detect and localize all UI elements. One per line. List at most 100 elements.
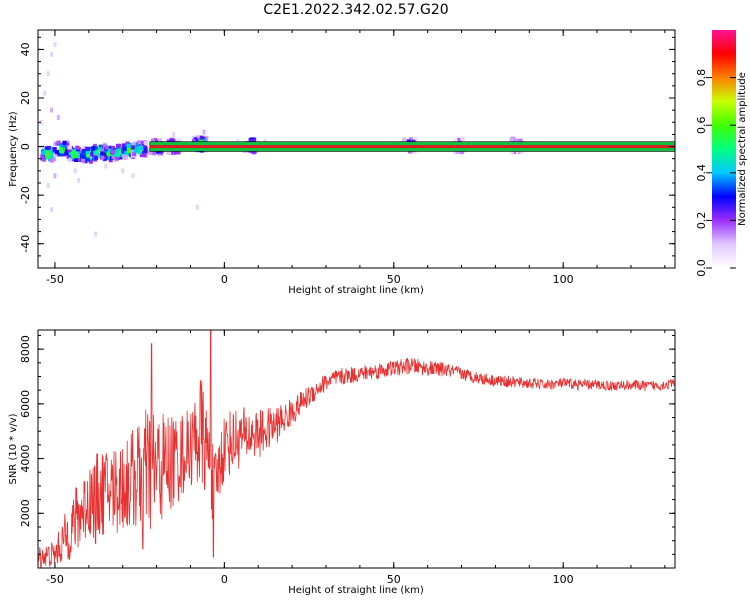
spectrogram-blob-cell [40, 154, 45, 159]
spectrogram-blob-cell [94, 146, 99, 151]
spectrogram-blob-cell [94, 155, 99, 160]
spectrogram-blob-cell [157, 138, 162, 143]
colorbar: 0.0 0.2 0.4 0.6 0.8 Normalized spectral ampl… [695, 30, 748, 277]
spectrogram-blob-cell [123, 149, 128, 154]
spectrogram-blob-cell [46, 154, 51, 159]
spectrogram-blob-cell [167, 150, 172, 155]
spectrogram-blob-cell [65, 140, 70, 145]
spectrogram-scatter-point [104, 163, 108, 169]
spectrogram-y-axis-label: Frequency (Hz) [8, 111, 19, 187]
spectrogram-blob-cell [117, 146, 122, 151]
snr-x-tick-label: 0 [221, 573, 228, 586]
spectrogram-blob-cell [176, 150, 181, 155]
spectrogram-blob-cell [75, 145, 80, 150]
spectrogram-blob-cell [86, 149, 91, 154]
spectrogram-blob-cell [116, 144, 121, 149]
snr-x-tick-label: 100 [553, 573, 574, 586]
spectrogram-blob-cell [52, 146, 57, 151]
spectrogram-blob-cell [62, 151, 67, 156]
snr-y-tick-label: 8000 [19, 335, 32, 363]
spectrogram-blob-cell [111, 155, 116, 160]
spectrogram-blob-cell [101, 147, 106, 152]
spectrogram-blob-cell [130, 145, 135, 150]
colorbar-tick-label: 0.4 [695, 164, 708, 182]
spectrogram-blob-cell [52, 149, 57, 154]
spectrogram-blob-cell [111, 145, 116, 150]
spectrogram-axes: -50 0 50 100 -40 -20 0 20 40 [19, 30, 675, 286]
spectrogram-blob-cell [199, 135, 204, 140]
spectrogram-blob-cell [49, 158, 54, 163]
spectrogram-blob-cell [460, 150, 465, 155]
spectrogram-scatter-point [46, 182, 50, 188]
spectrogram-blob-cell [114, 156, 119, 161]
spectrogram-blob-cell [66, 154, 71, 159]
spectrogram-blob-cell [105, 155, 110, 160]
spectrogram-blob-cell [456, 137, 461, 142]
spectrogram-y-tick-label: -40 [19, 235, 32, 253]
spectrogram-blob-cell [59, 151, 64, 156]
spectrogram-blob-cell [81, 158, 86, 163]
spectrogram-blob-cell [143, 149, 148, 154]
spectrogram-blob-cell [67, 145, 72, 150]
spectrogram-scatter-point [46, 71, 50, 77]
spectrogram-x-tick-label: 50 [387, 273, 401, 286]
spectrogram-blob-cell [117, 153, 122, 158]
spectrogram-blob-cell [77, 150, 82, 155]
colorbar-tick-label: 0.8 [695, 69, 708, 87]
spectrogram-x-tick-label: 100 [553, 273, 574, 286]
spectrogram-blob-cell [39, 145, 44, 150]
spectrogram-scatter-point [77, 178, 81, 184]
spectrogram-blob-cell [126, 143, 131, 148]
spectrogram-line-core [149, 145, 675, 149]
spectrogram-blob-cell [126, 149, 131, 154]
spectrogram-blob-cell [81, 151, 86, 156]
spectrogram-blob-cell [78, 147, 83, 152]
spectrogram-blob-cell [140, 153, 145, 158]
spectrogram-blob-cell [90, 152, 95, 157]
spectrogram-blob-cell [110, 149, 115, 154]
spectrogram-blob-cell [131, 142, 136, 147]
spectrogram-scatter-point [43, 90, 47, 96]
spectrogram-blob-cell [52, 157, 57, 162]
spectrogram-x-tick-label: 0 [221, 273, 228, 286]
spectrogram-scatter-point [53, 42, 57, 48]
spectrogram-blob-cell [122, 146, 127, 151]
spectrogram-blob-cell [132, 152, 137, 157]
snr-panel: -50 0 50 100 2000 4000 6000 8000 Height of stra… [8, 329, 676, 596]
colorbar-gradient [712, 30, 736, 268]
spectrogram-blob-cell [139, 145, 144, 150]
spectrogram-blob-cell [60, 149, 65, 154]
spectrogram-blob-cell [108, 158, 113, 163]
spectrogram-blob-cell [47, 145, 52, 150]
snr-series-line [38, 330, 675, 568]
spectrogram-blob-cell [150, 138, 155, 143]
spectrogram-scatter-point [202, 129, 206, 135]
spectrogram-blob-cell [133, 148, 138, 153]
spectrogram-blob-cell [97, 153, 102, 158]
spectrogram-blob-cell [91, 146, 96, 151]
spectrogram-scatter-point [53, 173, 57, 179]
spectrogram-scatter-point [131, 173, 135, 179]
spectrogram-blob-cell [95, 149, 100, 154]
spectrogram-blob-cell [82, 155, 87, 160]
spectrogram-blob-cell [408, 137, 413, 142]
spectrogram-blob-cell [81, 148, 86, 153]
spectrogram-blob-cell [169, 150, 174, 155]
spectrogram-blob-cell [407, 139, 412, 144]
spectrogram-blob-cell [50, 155, 55, 160]
spectrogram-blob-cell [56, 140, 61, 145]
spectrogram-blob-cell [93, 150, 98, 155]
spectrogram-blob-cell [115, 149, 120, 154]
spectrogram-blob-cell [157, 151, 162, 156]
spectrogram-blob-cell [75, 155, 80, 160]
spectrogram-blob-cell [202, 138, 207, 143]
spectrogram-blob-cell [41, 151, 46, 156]
spectrogram-blob-cell [44, 149, 49, 154]
spectrogram-blob-cell [84, 150, 89, 155]
spectrogram-blob-cell [512, 150, 517, 155]
spectrogram-blob-cell [174, 150, 179, 155]
spectrogram-scatter-point [50, 51, 54, 57]
spectrogram-blob-cell [100, 151, 105, 156]
spectrogram-blob-cell [74, 158, 79, 163]
spectrogram-scatter-point [39, 119, 43, 125]
